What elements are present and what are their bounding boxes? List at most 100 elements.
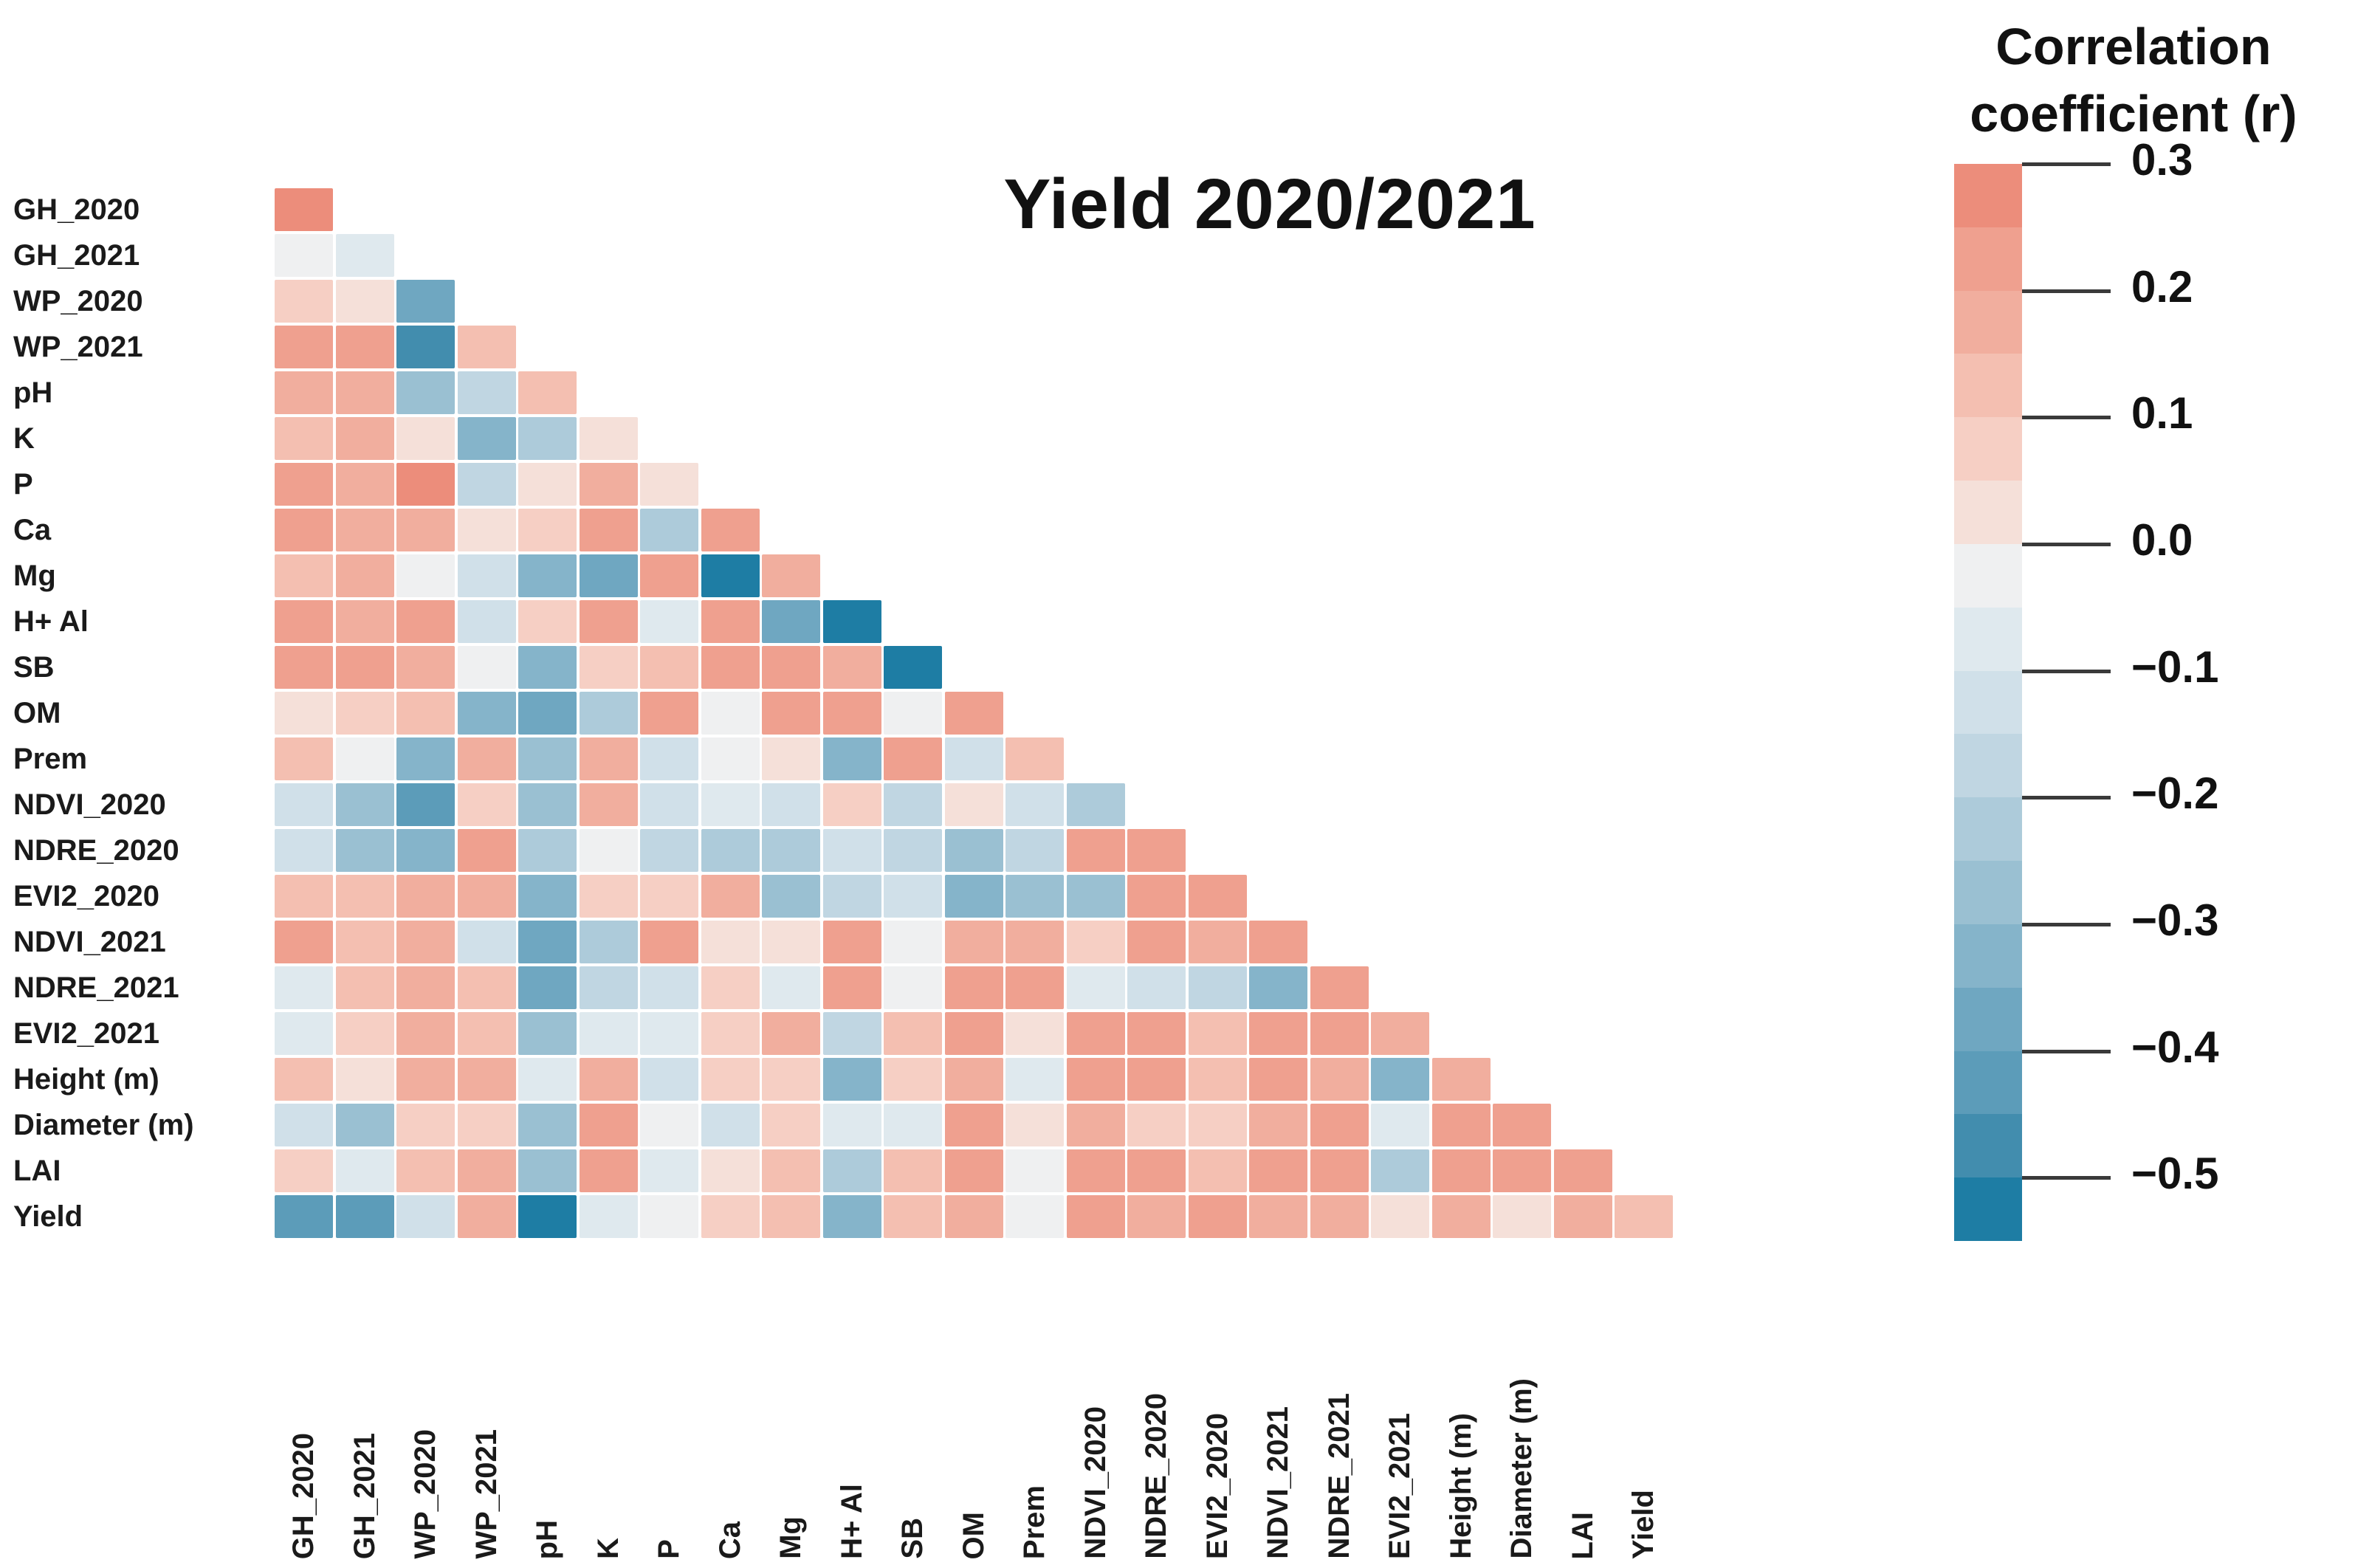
heatmap-cell (335, 1104, 394, 1146)
heatmap-cell (518, 554, 577, 597)
heatmap-cell (518, 509, 577, 551)
heatmap-cell (275, 326, 333, 368)
heatmap-cell (579, 692, 638, 735)
heatmap-cell (1005, 1195, 1064, 1238)
heatmap-cell (1371, 1104, 1429, 1146)
colorbar-tick-label: −0.4 (2131, 1022, 2219, 1072)
heatmap-cell (579, 417, 638, 460)
col-label: K (591, 1538, 625, 1559)
row-label: EVI2_2020 (13, 880, 159, 912)
colorbar-tick-label: −0.2 (2131, 768, 2219, 819)
heatmap-cell (884, 1149, 942, 1192)
legend-title-line1: Correlation (1995, 18, 2272, 75)
colorbar-band (1954, 417, 2022, 481)
colorbar-tick-label: 0.0 (2131, 515, 2193, 565)
heatmap-cell (1066, 1195, 1125, 1238)
heatmap-cell (1249, 1058, 1307, 1101)
heatmap-cell (1493, 1149, 1551, 1192)
heatmap-cell (457, 1104, 516, 1146)
heatmap-cell (396, 1149, 455, 1192)
heatmap-cell (762, 783, 820, 826)
colorbar-tick (2022, 542, 2111, 546)
heatmap-cell (579, 600, 638, 643)
heatmap-cell (275, 188, 333, 231)
heatmap-cell (822, 600, 881, 643)
heatmap-cell (1005, 875, 1064, 918)
heatmap-cell (822, 1195, 881, 1238)
heatmap-cell (518, 875, 577, 918)
heatmap-cell (884, 875, 942, 918)
heatmap-cell (701, 921, 760, 963)
heatmap-cell (762, 737, 820, 780)
heatmap-cell (944, 921, 1003, 963)
col-label: LAI (1566, 1511, 1599, 1559)
heatmap-cell (396, 966, 455, 1009)
heatmap-cell (579, 875, 638, 918)
heatmap-cell (457, 875, 516, 918)
heatmap-cell (396, 921, 455, 963)
heatmap-cell (1249, 1012, 1307, 1055)
heatmap-cell (884, 1195, 942, 1238)
heatmap-cell (1127, 1012, 1186, 1055)
heatmap-cell (640, 921, 698, 963)
heatmap-cell (762, 1058, 820, 1101)
heatmap-cell (944, 829, 1003, 872)
heatmap-cell (640, 737, 698, 780)
heatmap-cell (701, 1104, 760, 1146)
heatmap-cell (1005, 1058, 1064, 1101)
heatmap-cell (701, 554, 760, 597)
heatmap-cell (762, 875, 820, 918)
row-label: H+ Al (13, 605, 89, 638)
col-label: Mg (774, 1516, 807, 1559)
heatmap-cell (1553, 1149, 1612, 1192)
heatmap-cell (1127, 921, 1186, 963)
heatmap-cell (396, 554, 455, 597)
heatmap-cell (1249, 966, 1307, 1009)
row-label: K (13, 422, 35, 455)
heatmap-cell (275, 463, 333, 506)
heatmap-cell (640, 509, 698, 551)
heatmap-cell (275, 1149, 333, 1192)
heatmap-cell (701, 966, 760, 1009)
heatmap-cell (701, 1058, 760, 1101)
colorbar-tick (2022, 289, 2111, 293)
heatmap-cell (1188, 1195, 1247, 1238)
colorbar-tick (2022, 1049, 2111, 1053)
colorbar-band (1954, 797, 2022, 862)
row-label: Prem (13, 743, 88, 775)
heatmap-cell (579, 966, 638, 1009)
heatmap-cell (1005, 1149, 1064, 1192)
heatmap-cell (1249, 1195, 1307, 1238)
heatmap-cell (335, 463, 394, 506)
heatmap-cell (640, 463, 698, 506)
heatmap-cell (396, 463, 455, 506)
heatmap-cell (1310, 1195, 1369, 1238)
col-label: GH_2020 (287, 1432, 320, 1559)
heatmap-cell (457, 783, 516, 826)
heatmap-cell (822, 1149, 881, 1192)
heatmap-cell (822, 966, 881, 1009)
heatmap-cell (701, 737, 760, 780)
heatmap-cell (335, 921, 394, 963)
heatmap-cell (396, 371, 455, 414)
heatmap-cell (822, 783, 881, 826)
heatmap-cell (275, 554, 333, 597)
heatmap-cell (640, 1058, 698, 1101)
heatmap-cell (275, 875, 333, 918)
heatmap-cell (762, 1149, 820, 1192)
heatmap-cell (944, 1058, 1003, 1101)
heatmap-cell (822, 921, 881, 963)
heatmap-cell (579, 1104, 638, 1146)
colorbar-tick (2022, 669, 2111, 673)
col-label: pH (531, 1519, 563, 1559)
heatmap-cell (944, 875, 1003, 918)
heatmap-cell (1310, 1012, 1369, 1055)
heatmap-cell (335, 692, 394, 735)
heatmap-cell (701, 509, 760, 551)
heatmap-cell (457, 463, 516, 506)
heatmap-cell (457, 921, 516, 963)
heatmap-cell (396, 737, 455, 780)
col-label: Prem (1018, 1485, 1051, 1559)
heatmap-cell (762, 646, 820, 689)
heatmap-cell (335, 875, 394, 918)
